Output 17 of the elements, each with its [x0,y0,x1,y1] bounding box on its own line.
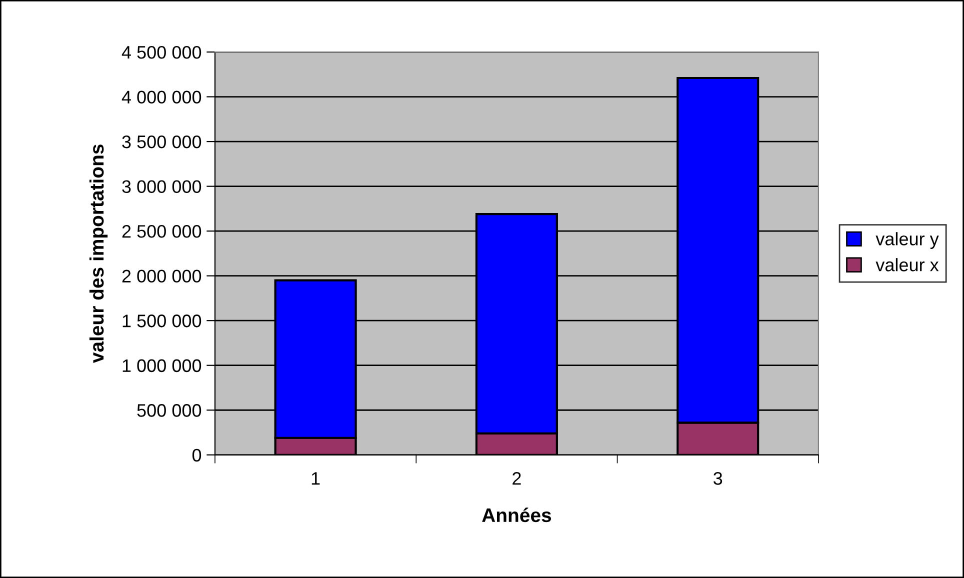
y-tick-label: 2 000 000 [122,270,202,283]
y-tick-label: 0 [192,448,202,462]
y-tick-label: 1 500 000 [122,314,202,328]
y-tick-label: 1 000 000 [122,359,202,372]
x-tick-label: 3 [714,472,722,485]
legend-label: valeur x [876,258,939,272]
y-tick-label: 2 500 000 [122,225,202,238]
y-tick-label: 3 500 000 [122,135,202,148]
y-tick-label: 4 500 000 [122,46,202,59]
x-axis-title: Années [482,508,552,522]
x-tick-label: 2 [512,472,521,485]
x-tick-label: 1 [312,472,320,485]
legend-label: valeur y [876,232,939,249]
y-tick-label: 500 000 [137,404,202,417]
y-tick-label: 4 000 000 [122,90,202,104]
y-tick-label: 3 000 000 [122,180,202,194]
y-axis-title: valeur des importations [89,144,108,364]
